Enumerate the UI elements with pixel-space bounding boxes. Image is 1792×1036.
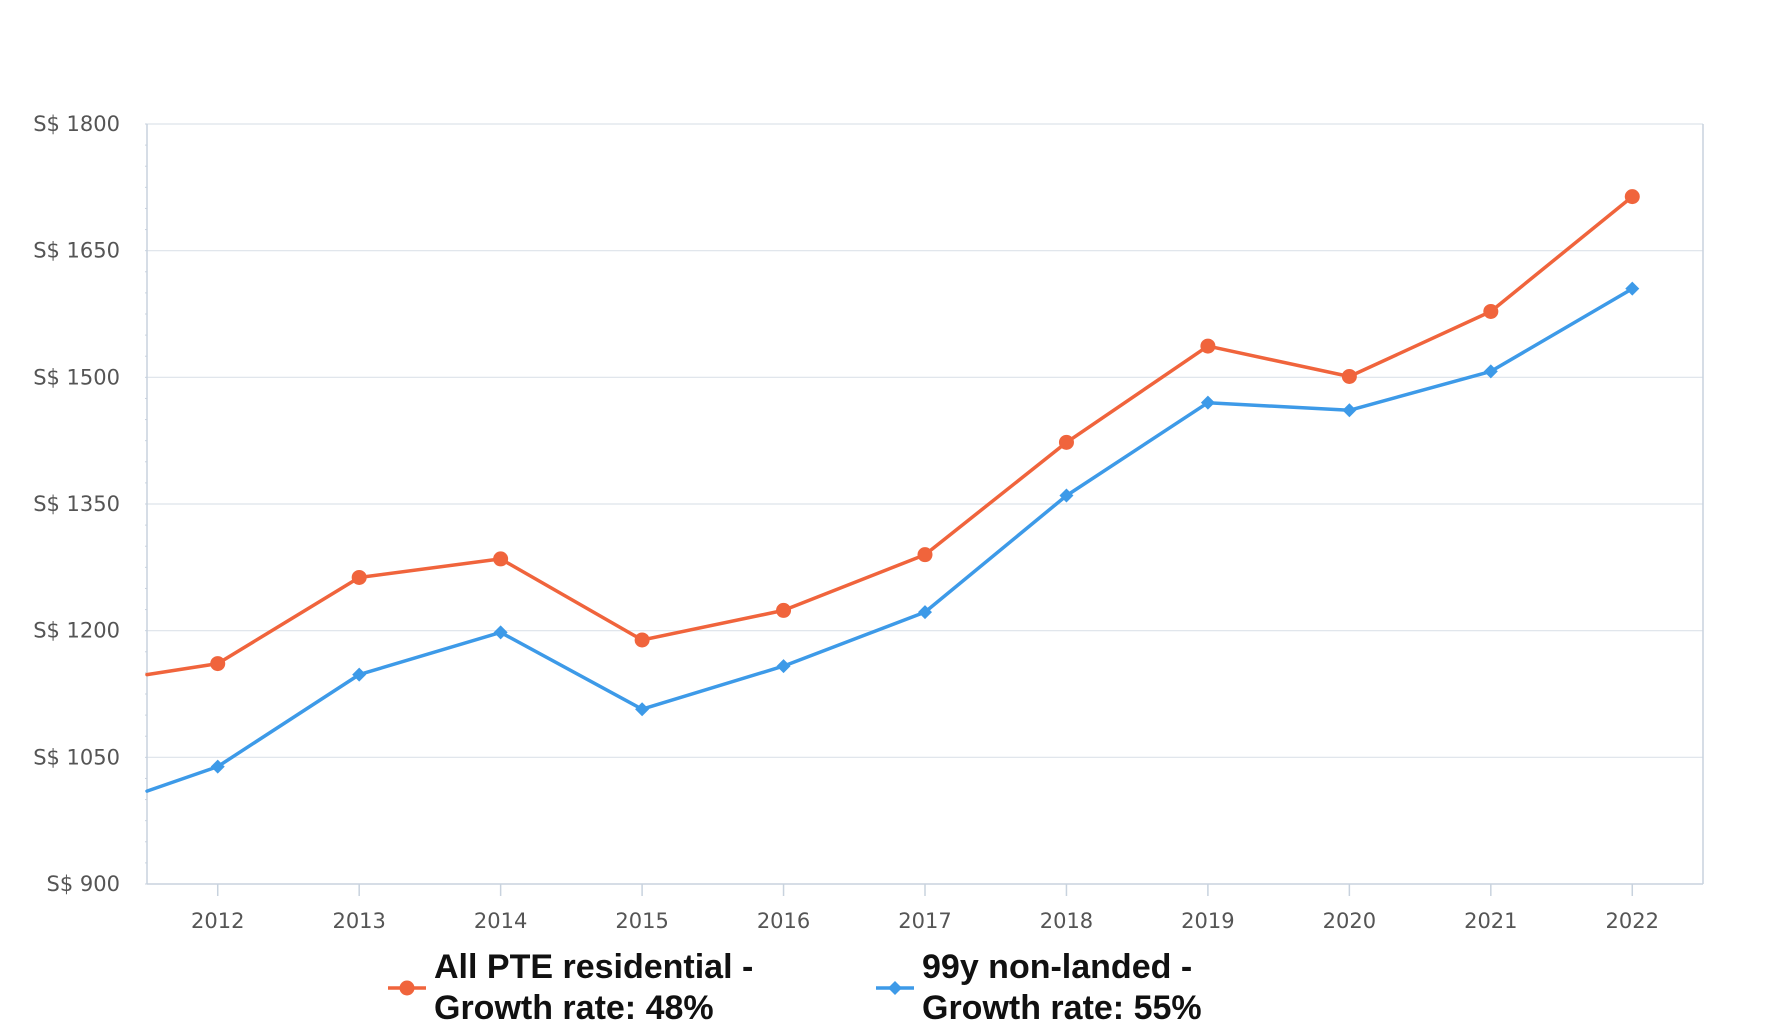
x-tick-label: 2016 bbox=[757, 909, 810, 933]
data-point-1 bbox=[210, 656, 226, 672]
data-point-1 bbox=[776, 602, 792, 618]
data-point-2 bbox=[918, 605, 932, 620]
y-tick-label: S$ 1800 bbox=[33, 112, 120, 136]
y-tick-label: S$ 900 bbox=[47, 872, 120, 896]
data-point-2 bbox=[635, 702, 650, 717]
y-tick-label: S$ 1650 bbox=[33, 239, 120, 263]
data-point-2 bbox=[1342, 403, 1357, 418]
series-line-2 bbox=[145, 286, 1635, 793]
y-tick-label: S$ 1050 bbox=[33, 745, 120, 769]
data-point-2 bbox=[776, 659, 791, 674]
data-point-2 bbox=[1200, 395, 1215, 410]
x-tick-label: 2019 bbox=[1181, 909, 1234, 933]
legend-label-2: 99y non-landed -Growth rate: 55% bbox=[922, 948, 1202, 1027]
x-tick-label: 2021 bbox=[1464, 909, 1517, 933]
axis-layer: S$ 900 S$ 1050 S$ 1200 S$ 1350 S$ 1500 S$ 165… bbox=[33, 112, 1704, 933]
series-line-1 bbox=[145, 194, 1635, 677]
grid-layer bbox=[147, 123, 1703, 758]
data-point-2 bbox=[210, 759, 225, 774]
data-point-1 bbox=[1341, 368, 1357, 384]
data-point-1 bbox=[1200, 338, 1216, 354]
data-point-1 bbox=[1624, 189, 1640, 205]
data-point-1 bbox=[917, 547, 933, 563]
y-tick-label: S$ 1350 bbox=[33, 492, 120, 516]
legend-label-line: 99y non-landed - bbox=[922, 948, 1192, 986]
x-tick-label: 2013 bbox=[332, 909, 385, 933]
data-point-1 bbox=[1483, 303, 1499, 319]
y-tick-label: S$ 1200 bbox=[33, 619, 120, 643]
x-tick-label: 2020 bbox=[1323, 909, 1376, 933]
data-point-2 bbox=[493, 625, 508, 640]
x-tick-label: 2018 bbox=[1040, 909, 1093, 933]
x-tick-label: 2022 bbox=[1606, 909, 1659, 933]
x-tick-label: 2012 bbox=[191, 909, 244, 933]
legend-marker-2 bbox=[888, 981, 902, 995]
series-layer bbox=[145, 189, 1640, 793]
legend-marker-1 bbox=[399, 980, 415, 996]
data-point-1 bbox=[351, 569, 367, 585]
data-point-1 bbox=[634, 632, 650, 648]
data-point-1 bbox=[1058, 434, 1074, 450]
y-tick-label: S$ 1500 bbox=[33, 365, 120, 389]
legend-label-line: Growth rate: 48% bbox=[434, 989, 714, 1027]
legend-label-line: All PTE residential - bbox=[434, 948, 753, 986]
x-tick-label: 2017 bbox=[898, 909, 951, 933]
legend-label-line: Growth rate: 55% bbox=[922, 989, 1202, 1027]
data-point-2 bbox=[1483, 364, 1498, 379]
data-point-2 bbox=[1625, 281, 1640, 296]
x-tick-label: 2014 bbox=[474, 909, 527, 933]
data-point-2 bbox=[352, 667, 367, 682]
legend-label-1: All PTE residential -Growth rate: 48% bbox=[434, 948, 753, 1027]
legend: All PTE residential -Growth rate: 48% 99y… bbox=[388, 948, 1202, 1027]
data-point-2 bbox=[1059, 488, 1074, 503]
data-point-1 bbox=[493, 551, 509, 567]
x-tick-label: 2015 bbox=[615, 909, 668, 933]
